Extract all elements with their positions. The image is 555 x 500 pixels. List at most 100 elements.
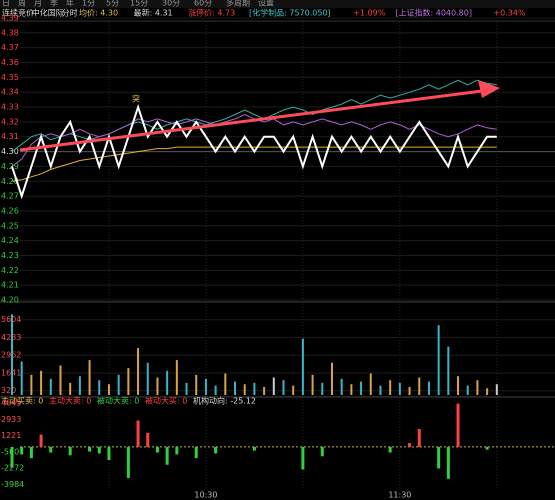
trend-arrow xyxy=(19,88,491,152)
header-item: 连续竞价 xyxy=(2,8,34,18)
volume-bar xyxy=(447,346,450,395)
flow-bar xyxy=(437,446,441,469)
header-item: 最新: 4.31 xyxy=(134,8,173,18)
volume-bar xyxy=(408,386,411,395)
toolbar-tab[interactable]: 季 xyxy=(50,0,58,8)
flow-bar xyxy=(175,446,179,455)
flow-bar xyxy=(29,446,33,459)
volume-bar xyxy=(214,385,217,395)
flow-bar xyxy=(49,446,53,453)
toolbar-tab[interactable]: 年 xyxy=(66,0,74,8)
flow-header-item: 主动买卖: 0 xyxy=(1,396,43,406)
volume-bar xyxy=(330,362,333,395)
volume-bar xyxy=(117,374,120,395)
volume-bar xyxy=(30,374,33,395)
flow-bar xyxy=(194,446,198,459)
volume-bar xyxy=(59,365,62,395)
volume-bar xyxy=(98,380,101,395)
volume-bar xyxy=(234,381,237,395)
flow-bar xyxy=(126,446,130,478)
volume-bar xyxy=(360,381,363,395)
volume-bar xyxy=(321,382,324,395)
x-tick-label: 10:30 xyxy=(194,491,217,500)
flow-bar xyxy=(320,446,324,457)
flow-header-item: 被动大卖: 0 xyxy=(97,396,139,406)
toolbar-tab[interactable]: 15分 xyxy=(130,0,148,8)
volume-bar xyxy=(166,370,169,395)
volume-bar xyxy=(369,373,372,395)
volume-bar xyxy=(20,361,23,395)
y-tick-label: 4.28 xyxy=(1,177,19,186)
volume-bar xyxy=(156,377,159,395)
toolbar-tab[interactable]: 30分 xyxy=(162,0,180,8)
annotation: 突 xyxy=(132,94,140,104)
flow-header-item: 主动大卖: 0 xyxy=(49,396,91,406)
flow-tick-label: -2272 xyxy=(1,464,24,473)
volume-bar xyxy=(389,380,392,395)
toolbar-tab[interactable]: 多周期 xyxy=(226,0,250,8)
volume-bar xyxy=(69,382,72,395)
volume-bar xyxy=(418,377,421,395)
volume-bar xyxy=(204,378,207,395)
header-item: +1.09% xyxy=(353,9,386,18)
flow-bar xyxy=(20,446,24,455)
y-tick-label: 4.26 xyxy=(1,206,19,215)
volume-bar xyxy=(253,382,256,395)
series-line xyxy=(11,146,497,182)
flow-bar xyxy=(39,434,43,447)
flow-tick-label: -560 xyxy=(1,448,19,457)
flow-bar xyxy=(408,443,412,447)
header-item: 中化国际 xyxy=(32,8,64,18)
header-item: 分时 xyxy=(62,8,78,18)
y-tick-label: 4.34 xyxy=(1,88,19,97)
volume-bar xyxy=(350,384,353,395)
header-item: [化学制品: 7570.050] xyxy=(249,8,331,18)
series-line xyxy=(11,103,497,200)
toolbar-tab[interactable]: 周 xyxy=(18,0,26,8)
volume-bar xyxy=(427,381,430,395)
flow-bar xyxy=(456,403,460,447)
flow-header-item: 被动大买: 0 xyxy=(145,396,187,406)
toolbar-tab[interactable]: 设置 xyxy=(258,0,274,8)
toolbar-tab[interactable]: 60分 xyxy=(194,0,212,8)
y-tick-label: 4.36 xyxy=(1,58,19,67)
volume-bar xyxy=(40,370,43,395)
volume-bar xyxy=(127,368,130,395)
volume-bar xyxy=(107,384,110,395)
volume-bar xyxy=(495,384,498,395)
trend-arrow-head xyxy=(478,80,500,98)
flow-tick-label: 1221 xyxy=(1,431,21,440)
volume-bar xyxy=(437,325,440,395)
y-tick-label: 4.20 xyxy=(1,296,19,305)
series-line xyxy=(11,79,497,152)
volume-bar xyxy=(282,380,285,395)
volume-bar xyxy=(398,382,401,395)
flow-tick-label: 4645 xyxy=(1,399,21,408)
toolbar-tab[interactable]: 月 xyxy=(34,0,42,8)
y-tick-label: 4.33 xyxy=(1,103,19,112)
flow-bar xyxy=(417,429,421,447)
volume-bar xyxy=(185,382,188,395)
volume-bar xyxy=(78,376,81,395)
flow-bar xyxy=(301,446,305,470)
toolbar-tab[interactable]: 5分 xyxy=(106,0,119,8)
volume-bar xyxy=(137,347,140,395)
y-tick-label: 4.35 xyxy=(1,73,19,82)
flow-bar xyxy=(68,446,72,456)
toolbar: 日周月季年 1分 5分 15分 30分 60分 多周期 设置 xyxy=(2,0,274,8)
volume-tick-label: 320 xyxy=(1,386,16,395)
volume-bar xyxy=(292,385,295,395)
volume-bar xyxy=(263,386,266,395)
volume-bar xyxy=(476,380,479,395)
volume-bar xyxy=(11,314,13,395)
flow-bar xyxy=(107,446,111,461)
volume-bar xyxy=(311,374,314,395)
toolbar-tab[interactable]: 1分 xyxy=(82,0,95,8)
toolbar-tab[interactable]: 日 xyxy=(2,0,10,8)
volume-bar xyxy=(224,373,227,395)
volume-bar xyxy=(457,376,460,395)
toolbar-bg xyxy=(0,0,555,8)
flow-bar xyxy=(214,446,218,454)
header-item: 均价: 4.30 xyxy=(79,8,118,18)
x-tick-label: 11:30 xyxy=(388,491,411,500)
